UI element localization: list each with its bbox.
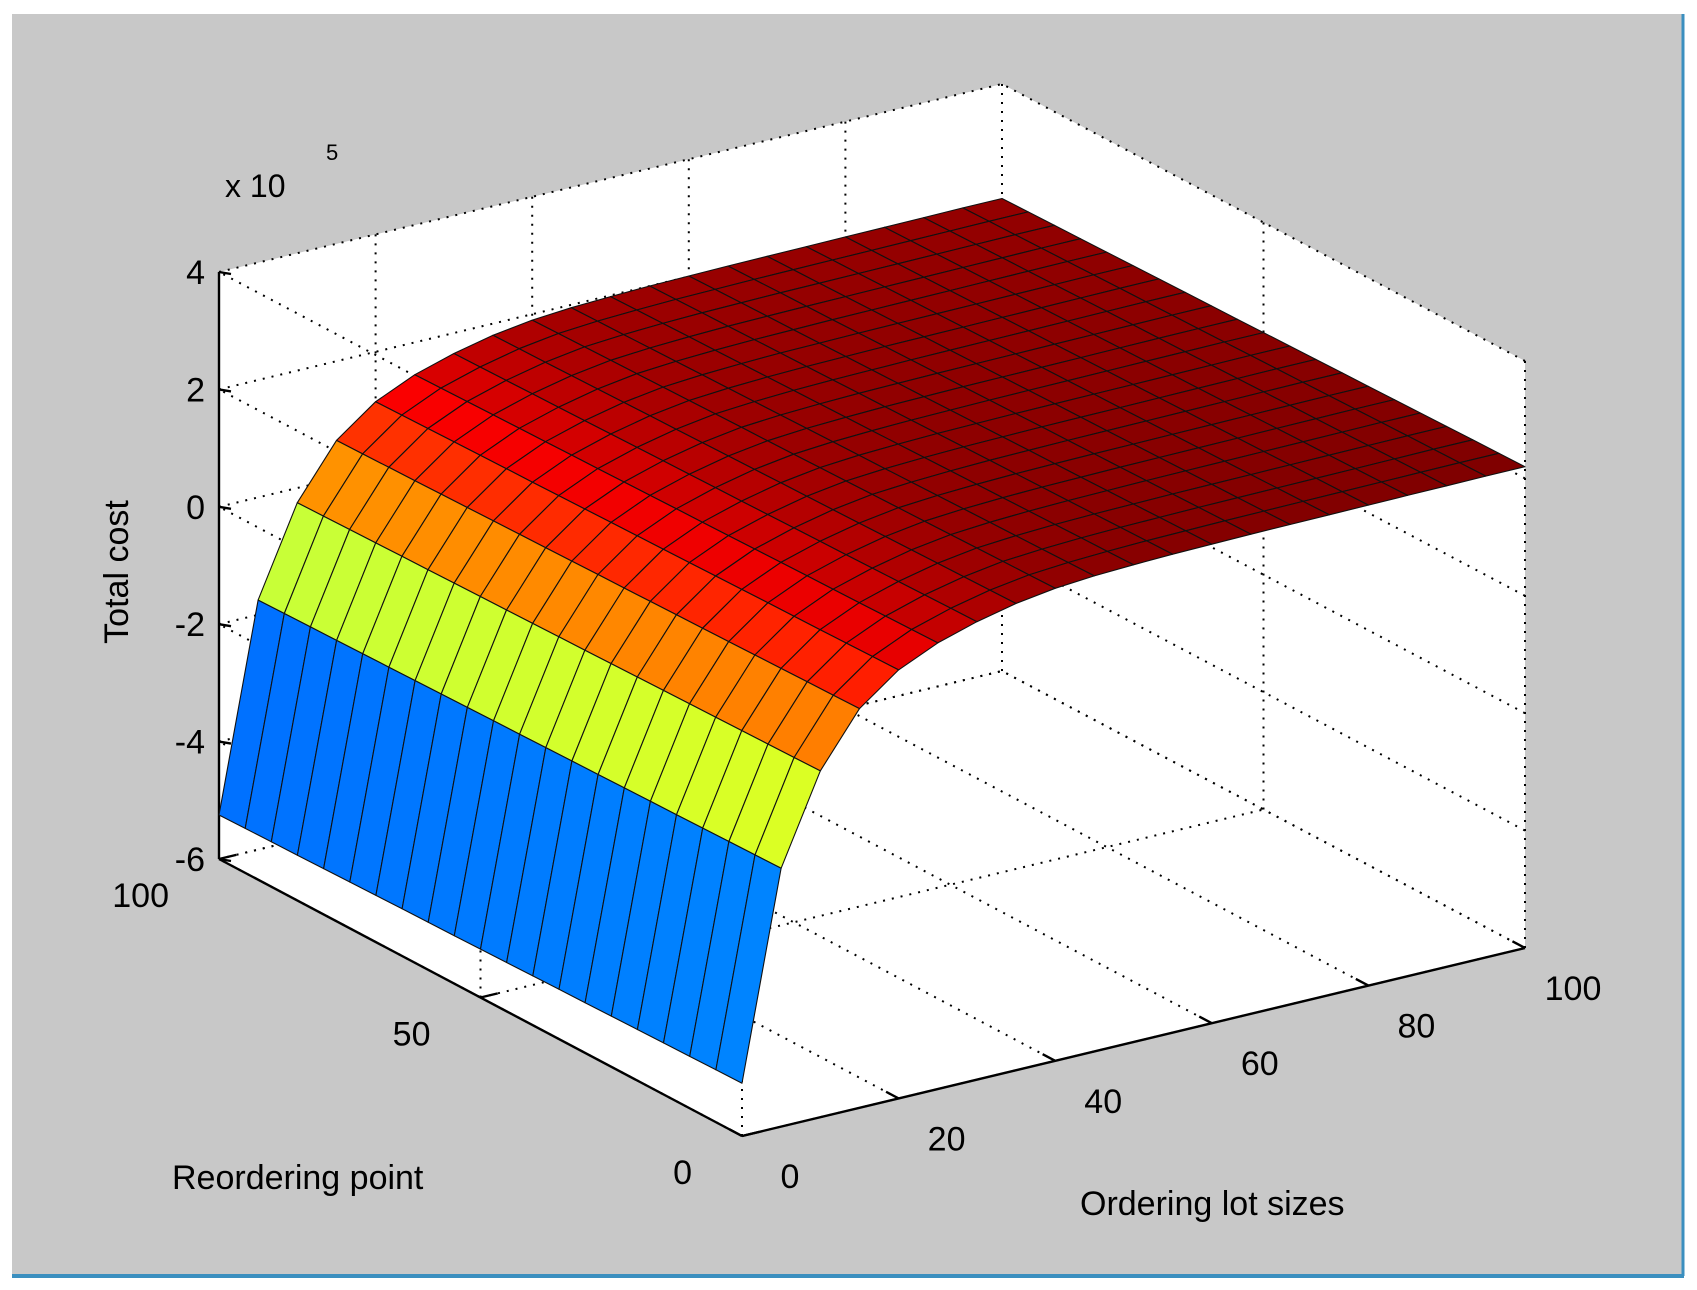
y-tick-mark <box>480 992 499 999</box>
x-tick-mark <box>1198 1015 1213 1025</box>
x-tick-label: 20 <box>928 1120 966 1158</box>
z-exponent-label: x 10 <box>225 168 285 204</box>
x-tick-mark <box>1042 1053 1056 1062</box>
z-tick-label: 0 <box>186 489 205 527</box>
z-tick-label: 2 <box>186 371 205 409</box>
y-tick-label: 100 <box>112 877 169 915</box>
z-tick-mark <box>218 388 232 393</box>
y-tick-mark <box>741 1130 760 1138</box>
z-tick-label: -6 <box>175 841 205 879</box>
y-tick-label: 0 <box>673 1154 692 1192</box>
z-tick-mark <box>218 270 232 276</box>
x-tick-label: 60 <box>1241 1045 1279 1083</box>
x-axis-title: Ordering lot sizes <box>1080 1185 1345 1223</box>
surface-patch <box>715 854 782 1084</box>
z-tick-mark <box>218 505 232 510</box>
z-axis-title: Total cost <box>98 500 136 644</box>
z-tick-label: -2 <box>175 606 205 644</box>
z-tick-mark <box>218 740 232 745</box>
x-axis-line <box>741 946 1526 1138</box>
y-tick-label: 50 <box>393 1016 431 1054</box>
z-tick-mark <box>218 857 232 863</box>
x-tick-label: 40 <box>1084 1083 1122 1121</box>
x-tick-label: 80 <box>1397 1008 1435 1046</box>
y-axis-title: Reordering point <box>172 1159 424 1197</box>
z-tick-mark <box>218 623 232 628</box>
x-tick-mark <box>1355 977 1369 987</box>
z-tick-label: 4 <box>186 254 205 292</box>
x-tick-mark <box>885 1090 900 1100</box>
z-exponent-power: 5 <box>326 140 338 165</box>
x-tick-label: 100 <box>1545 970 1602 1008</box>
x-tick-mark <box>1511 940 1526 950</box>
surface <box>218 197 1526 1084</box>
x-tick-label: 0 <box>781 1158 800 1196</box>
x-tick-mark <box>728 1128 743 1138</box>
z-tick-label: -4 <box>175 724 205 762</box>
